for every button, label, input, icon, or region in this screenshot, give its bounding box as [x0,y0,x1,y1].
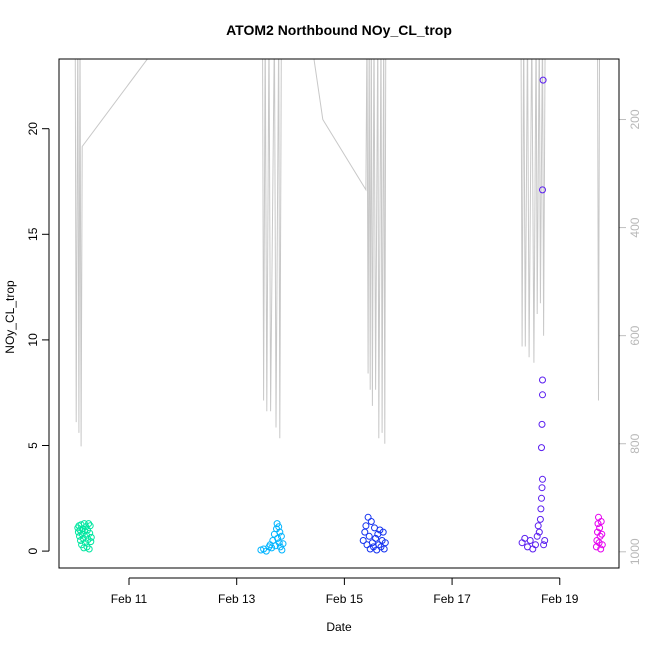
chart-title: ATOM2 Northbound NOy_CL_trop [226,22,452,38]
series-3 [359,513,389,554]
data-point [538,484,546,492]
series-5 [592,513,606,553]
data-point [538,444,545,452]
data-point [534,522,542,530]
data-point [367,518,375,525]
data-point [541,537,549,544]
data-point [372,534,380,542]
series-2 [257,520,287,555]
data-point [597,545,605,553]
x-axis: Feb 11 Feb 13 Feb 15 Feb 17 Feb 19 [111,577,579,606]
data-point [596,532,604,540]
data-point [86,522,94,530]
plot-frame [58,58,620,569]
right-axis: 200 400 600 800 1000 [618,59,642,568]
data-point [365,532,373,540]
data-point [535,528,543,536]
data-point [85,520,93,528]
data-point [533,532,541,540]
data-point [539,186,546,194]
data-point [83,543,91,551]
data-point [532,541,539,549]
right-tick-label: 200 [628,109,642,129]
x-axis-label: Date [326,620,352,634]
data-point [85,545,93,553]
y-tick-label: 15 [26,227,40,241]
data-point [368,539,376,547]
data-point [86,529,94,537]
x-tick-label: Feb 17 [433,592,471,606]
data-point [275,523,283,531]
x-tick-label: Feb 11 [111,592,148,606]
data-point [364,513,372,521]
data-point [381,539,389,547]
data-point [597,518,605,525]
data-point [87,538,95,546]
data-point [537,505,545,513]
data-point [593,537,601,544]
right-tick-label: 400 [628,217,642,237]
data-point [539,391,546,399]
data-point [538,420,546,428]
right-tick-label: 1000 [628,538,642,565]
right-tick-label: 800 [628,433,642,453]
data-point [87,533,95,541]
y-axis-label: NOy_CL_trop [3,280,17,354]
series-1 [74,520,95,553]
data-point [379,528,387,536]
plot-area [74,59,606,555]
data-point [276,528,284,536]
data-point [536,515,544,523]
data-point [279,540,287,548]
x-tick-label: Feb 15 [326,592,364,606]
altitude-trace-line [74,59,601,447]
data-point [359,537,367,544]
data-point [540,541,548,549]
data-point [277,532,285,540]
y-axis: 0 5 10 15 20 [26,122,50,554]
y-tick-label: 5 [26,442,40,449]
y-tick-label: 0 [26,547,40,554]
data-point [526,537,534,544]
data-point [596,524,604,532]
series-4 [518,76,549,553]
data-point [275,539,283,547]
data-point [539,76,547,84]
y-tick-label: 20 [26,122,40,136]
data-point [268,544,276,552]
data-point [539,376,546,384]
data-point [598,530,606,538]
data-point [538,494,545,502]
data-point [598,541,606,549]
right-tick-label: 600 [628,325,642,345]
data-point [362,522,370,530]
data-point [274,534,282,542]
data-point [539,475,546,483]
data-point [375,541,383,549]
x-tick-label: Feb 19 [541,592,579,606]
y-tick-label: 10 [26,333,40,347]
x-tick-label: Feb 13 [218,592,256,606]
